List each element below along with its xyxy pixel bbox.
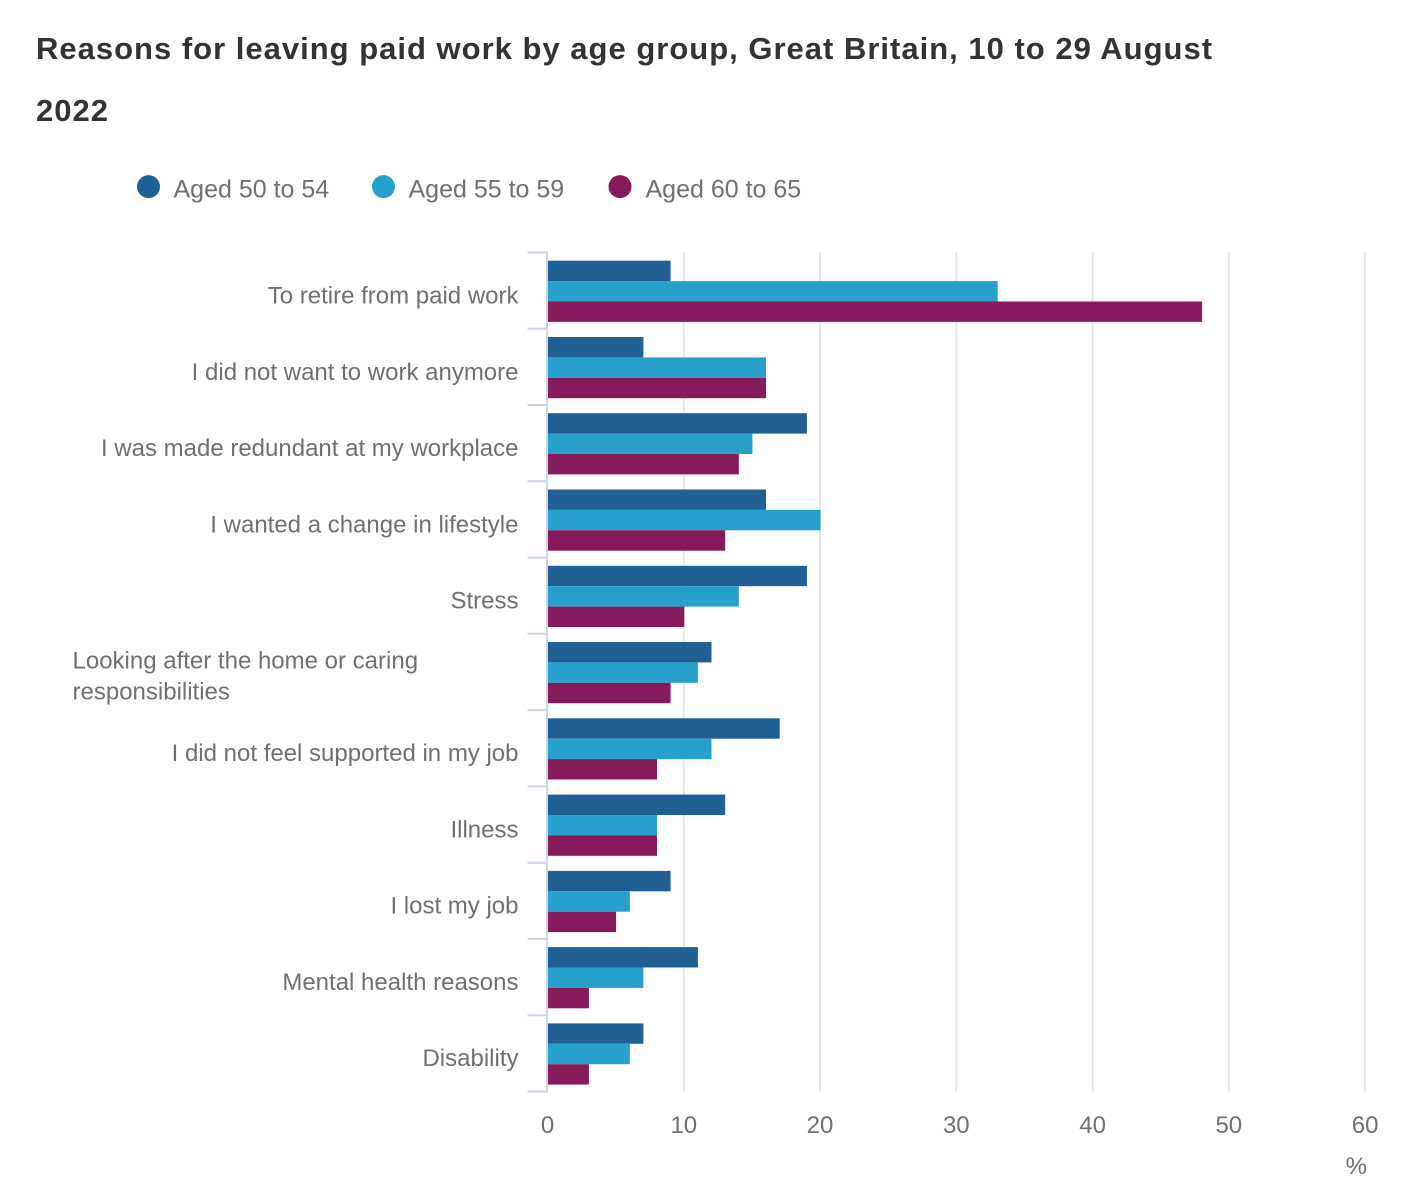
svg-text:Disability: Disability [422,1045,518,1072]
svg-text:I did not want to work anymore: I did not want to work anymore [192,359,519,386]
svg-text:Looking after the home or cari: Looking after the home or caring [73,648,419,675]
svg-text:I wanted a change in lifestyle: I wanted a change in lifestyle [210,511,518,538]
svg-text:Aged 50 to 54: Aged 50 to 54 [174,176,330,204]
svg-text:I did not feel supported in my: I did not feel supported in my job [172,740,519,767]
svg-text:30: 30 [943,1112,970,1139]
svg-text:responsibilities: responsibilities [73,678,230,705]
svg-text:60: 60 [1352,1112,1379,1139]
svg-text:Aged 55 to 59: Aged 55 to 59 [409,176,565,204]
svg-text:I lost my job: I lost my job [390,893,518,920]
svg-text:20: 20 [807,1112,834,1139]
svg-text:I was made redundant at my wor: I was made redundant at my workplace [101,435,519,462]
svg-text:0: 0 [541,1112,554,1139]
svg-text:Stress: Stress [450,588,518,615]
svg-text:Illness: Illness [450,816,518,843]
svg-text:To retire from paid work: To retire from paid work [268,283,520,310]
svg-text:Mental health reasons: Mental health reasons [282,969,518,996]
svg-text:50: 50 [1215,1112,1242,1139]
svg-text:10: 10 [670,1112,697,1139]
svg-text:%: % [1346,1153,1367,1180]
svg-text:40: 40 [1079,1112,1106,1139]
svg-text:Aged 60 to 65: Aged 60 to 65 [646,176,802,204]
